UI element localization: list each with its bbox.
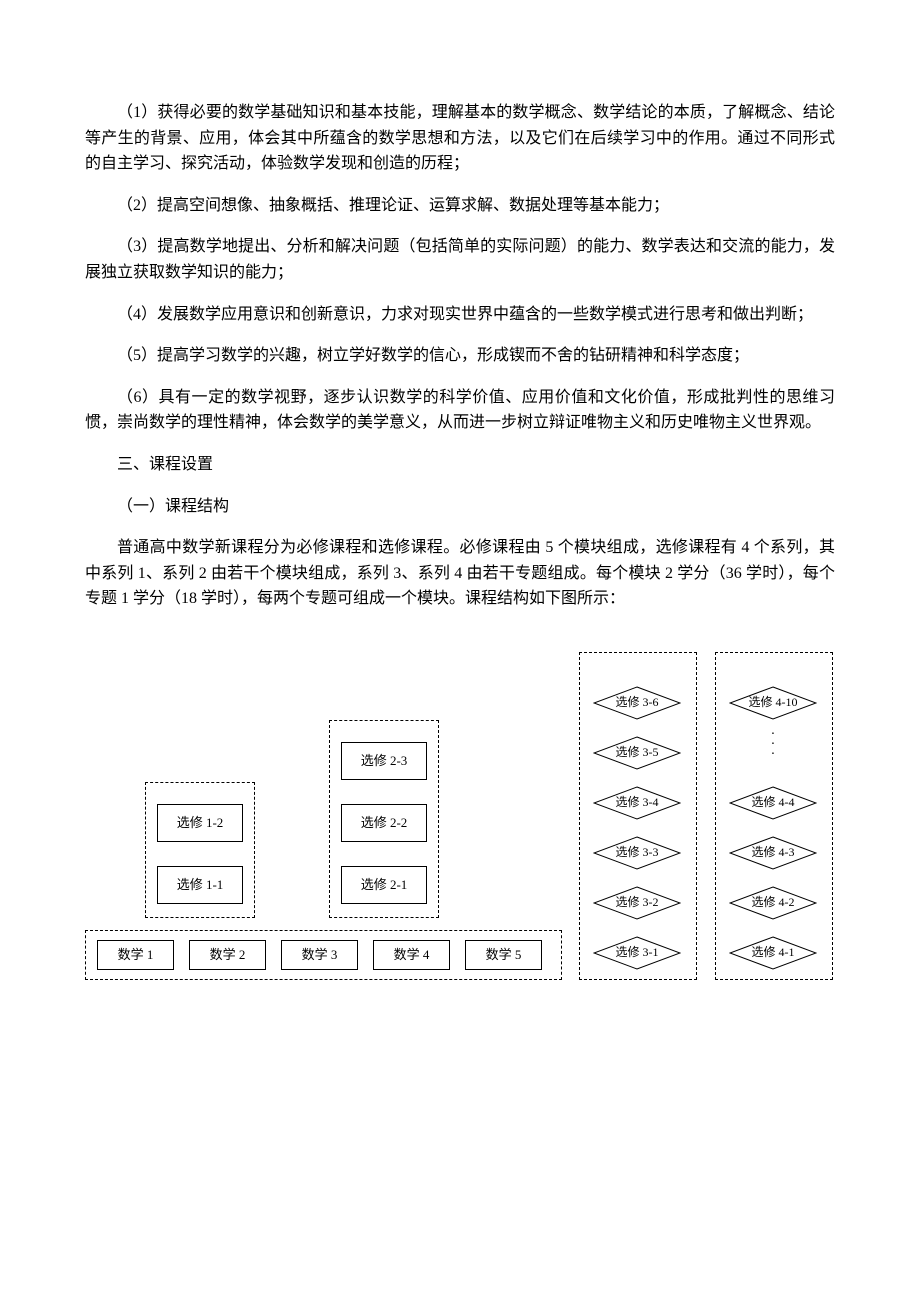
paragraph-4: （4）发展数学应用意识和创新意识，力求对现实世界中蕴含的一些数学模式进行思考和做…	[85, 302, 835, 328]
paragraph-6: （6）具有一定的数学视野，逐步认识数学的科学价值、应用价值和文化价值，形成批判性…	[85, 385, 835, 436]
elective-4-2: 选修 4-2	[729, 886, 817, 920]
required-math-2: 数学 2	[189, 940, 266, 970]
elective-4-3: 选修 4-3	[729, 836, 817, 870]
elective-3-1: 选修 3-1	[593, 936, 681, 970]
required-math-4: 数学 4	[373, 940, 450, 970]
elective-1-1: 选修 1-1	[157, 866, 243, 904]
required-math-3: 数学 3	[281, 940, 358, 970]
elective-2-3: 选修 2-3	[341, 742, 427, 780]
paragraph-2: （2）提高空间想像、抽象概括、推理论证、运算求解、数据处理等基本能力；	[85, 193, 835, 219]
paragraph-1: （1）获得必要的数学基础知识和基本技能，理解基本的数学概念、数学结论的本质，了解…	[85, 100, 835, 177]
paragraph-3: （3）提高数学地提出、分析和解决问题（包括简单的实际问题）的能力、数学表达和交流…	[85, 234, 835, 285]
elective-4-10: 选修 4-10	[729, 686, 817, 720]
heading-subsection-1: （一）课程结构	[85, 494, 835, 520]
paragraph-5: （5）提高学习数学的兴趣，树立学好数学的信心，形成锲而不舍的钻研精神和科学态度；	[85, 343, 835, 369]
elective-4-4: 选修 4-4	[729, 786, 817, 820]
elective-1-2: 选修 1-2	[157, 804, 243, 842]
elective-3-6: 选修 3-6	[593, 686, 681, 720]
document-page: （1）获得必要的数学基础知识和基本技能，理解基本的数学概念、数学结论的本质，了解…	[0, 0, 920, 1042]
elective-2-1: 选修 2-1	[341, 866, 427, 904]
elective-4-1: 选修 4-1	[729, 936, 817, 970]
elective-2-2: 选修 2-2	[341, 804, 427, 842]
course-structure-diagram: 数学 1 数学 2 数学 3 数学 4 数学 5 选修 1-2 选修 1-1 选…	[85, 652, 835, 982]
elective-3-5: 选修 3-5	[593, 736, 681, 770]
heading-section-3: 三、课程设置	[85, 452, 835, 478]
elective-3-4: 选修 3-4	[593, 786, 681, 820]
elective-3-3: 选修 3-3	[593, 836, 681, 870]
series-4-ellipsis: ···	[765, 730, 781, 760]
paragraph-7: 普通高中数学新课程分为必修课程和选修课程。必修课程由 5 个模块组成，选修课程有…	[85, 535, 835, 612]
required-math-5: 数学 5	[465, 940, 542, 970]
required-math-1: 数学 1	[97, 940, 174, 970]
elective-3-2: 选修 3-2	[593, 886, 681, 920]
